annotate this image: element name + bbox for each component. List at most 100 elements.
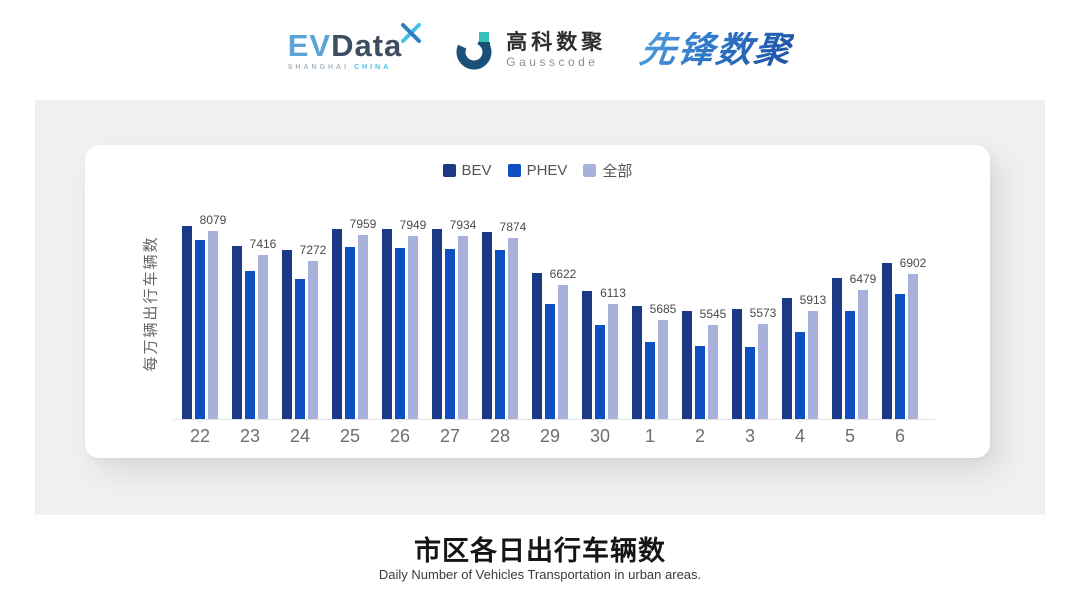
legend-item-phev[interactable]: PHEV <box>507 162 568 179</box>
bar-全部 <box>608 304 618 419</box>
legend-swatch-all <box>583 164 597 177</box>
data-label: 8079 <box>199 213 227 227</box>
bar-bev <box>382 229 392 419</box>
plot-area: 8079 22 7416 23 7272 24 7959 25 7949 26 7934 27 7874… <box>175 213 927 446</box>
gausscode-cn-name: 高科数聚 <box>506 31 607 55</box>
x-axis-tick-label: 22 <box>189 426 211 446</box>
bar-全部 <box>758 324 768 419</box>
y-axis-label: 每万辆出行车辆数 <box>142 235 160 372</box>
bar-group: 7934 27 <box>425 218 477 446</box>
legend-label-phev: PHEV <box>526 162 568 179</box>
bar-phev <box>295 279 305 419</box>
x-axis-tick-label: 6 <box>894 426 905 446</box>
bar-group: 6479 5 <box>825 219 877 446</box>
data-label: 5545 <box>699 307 727 321</box>
bar-全部 <box>358 235 368 419</box>
x-axis-tick-label: 27 <box>439 426 461 446</box>
bar-phev <box>595 325 605 419</box>
logo-gausscode: 高科数聚 Gausscode <box>454 29 606 71</box>
x-axis-tick-label: 23 <box>239 426 261 446</box>
data-label: 7934 <box>449 218 477 232</box>
bar-全部 <box>408 236 418 419</box>
evdata-data-text: Data <box>331 27 403 63</box>
logo-evdata: EVData SHANGHAI CHINA <box>288 22 422 71</box>
bar-phev <box>495 250 505 419</box>
bar-phev <box>695 346 705 419</box>
data-label: 6902 <box>899 256 927 270</box>
legend-swatch-bev <box>442 164 456 177</box>
bar-全部 <box>458 236 468 419</box>
bar-全部 <box>208 231 218 419</box>
bar-group: 7272 24 <box>275 219 327 446</box>
bar-全部 <box>558 285 568 419</box>
data-label: 7959 <box>349 217 377 231</box>
bar-bev <box>282 250 292 419</box>
evdata-sub-china: CHINA <box>354 63 392 71</box>
bar-phev <box>245 271 255 419</box>
bar-phev <box>395 248 405 419</box>
x-axis-tick-label: 1 <box>644 426 655 446</box>
bar-bev <box>832 278 842 419</box>
gausscode-en-name: Gausscode <box>506 54 599 69</box>
x-axis-tick-label: 25 <box>339 426 361 446</box>
evdata-subtext: SHANGHAI CHINA <box>288 64 403 71</box>
bar-group: 5545 2 <box>675 219 727 446</box>
bar-全部 <box>858 290 868 419</box>
bar-phev <box>445 249 455 419</box>
bar-phev <box>795 332 805 419</box>
data-label: 6479 <box>849 272 877 286</box>
bar-bev <box>782 298 792 419</box>
page-subtitle: Daily Number of Vehicles Transportation … <box>378 567 702 582</box>
x-axis-tick-label: 5 <box>844 426 855 446</box>
gausscode-g-icon <box>456 32 492 70</box>
bar-bev <box>182 226 192 419</box>
bar-phev <box>845 311 855 419</box>
bar-全部 <box>708 325 718 419</box>
chart-legend: BEV PHEV 全部 <box>85 160 990 181</box>
bar-全部 <box>908 274 918 419</box>
data-label: 6113 <box>600 286 626 300</box>
bar-bev <box>482 232 492 419</box>
evdata-sub-shanghai: SHANGHAI <box>287 63 350 71</box>
x-axis-tick-label: 29 <box>539 426 561 446</box>
bar-全部 <box>308 261 318 419</box>
x-axis-tick-label: 26 <box>389 426 411 446</box>
bar-bev <box>732 309 742 419</box>
data-label: 6622 <box>549 267 577 281</box>
bar-group: 7874 28 <box>475 219 527 446</box>
x-axis-tick-label: 3 <box>744 426 755 446</box>
x-leaf-icon <box>401 22 422 43</box>
bar-group: 6622 29 <box>525 219 577 446</box>
bar-bev <box>682 311 692 419</box>
evdata-wordmark: EVData <box>288 30 403 61</box>
chart-card: BEV PHEV 全部 每万辆出行车辆数 8079 22 7416 23 7272 24 7… <box>85 145 990 458</box>
x-axis-line <box>173 419 935 420</box>
bar-bev <box>582 291 592 419</box>
x-axis-tick-label: 4 <box>794 426 805 446</box>
data-label: 7272 <box>299 243 327 257</box>
legend-item-all[interactable]: 全部 <box>583 160 632 181</box>
bar-bev <box>432 229 442 419</box>
bar-全部 <box>508 238 518 419</box>
bar-group: 5685 1 <box>625 219 677 446</box>
data-label: 7416 <box>249 237 277 251</box>
gausscode-text: 高科数聚 Gausscode <box>506 31 606 68</box>
x-axis-tick-label: 30 <box>589 426 611 446</box>
bar-group: 7949 26 <box>375 218 426 446</box>
legend-item-bev[interactable]: BEV <box>442 162 492 179</box>
bar-bev <box>232 246 242 419</box>
bar-bev <box>532 273 542 419</box>
data-label: 5573 <box>749 306 777 320</box>
bar-group: 6113 30 <box>575 219 626 446</box>
data-label: 7874 <box>499 220 527 234</box>
bar-group: 7959 25 <box>325 217 377 446</box>
bar-全部 <box>658 320 668 419</box>
legend-swatch-phev <box>507 164 521 177</box>
bar-bev <box>632 306 642 419</box>
bar-group: 5573 3 <box>725 219 777 446</box>
bar-phev <box>745 347 755 419</box>
bar-phev <box>645 342 655 419</box>
bar-group: 5913 4 <box>775 219 826 446</box>
data-label: 5685 <box>649 302 677 316</box>
